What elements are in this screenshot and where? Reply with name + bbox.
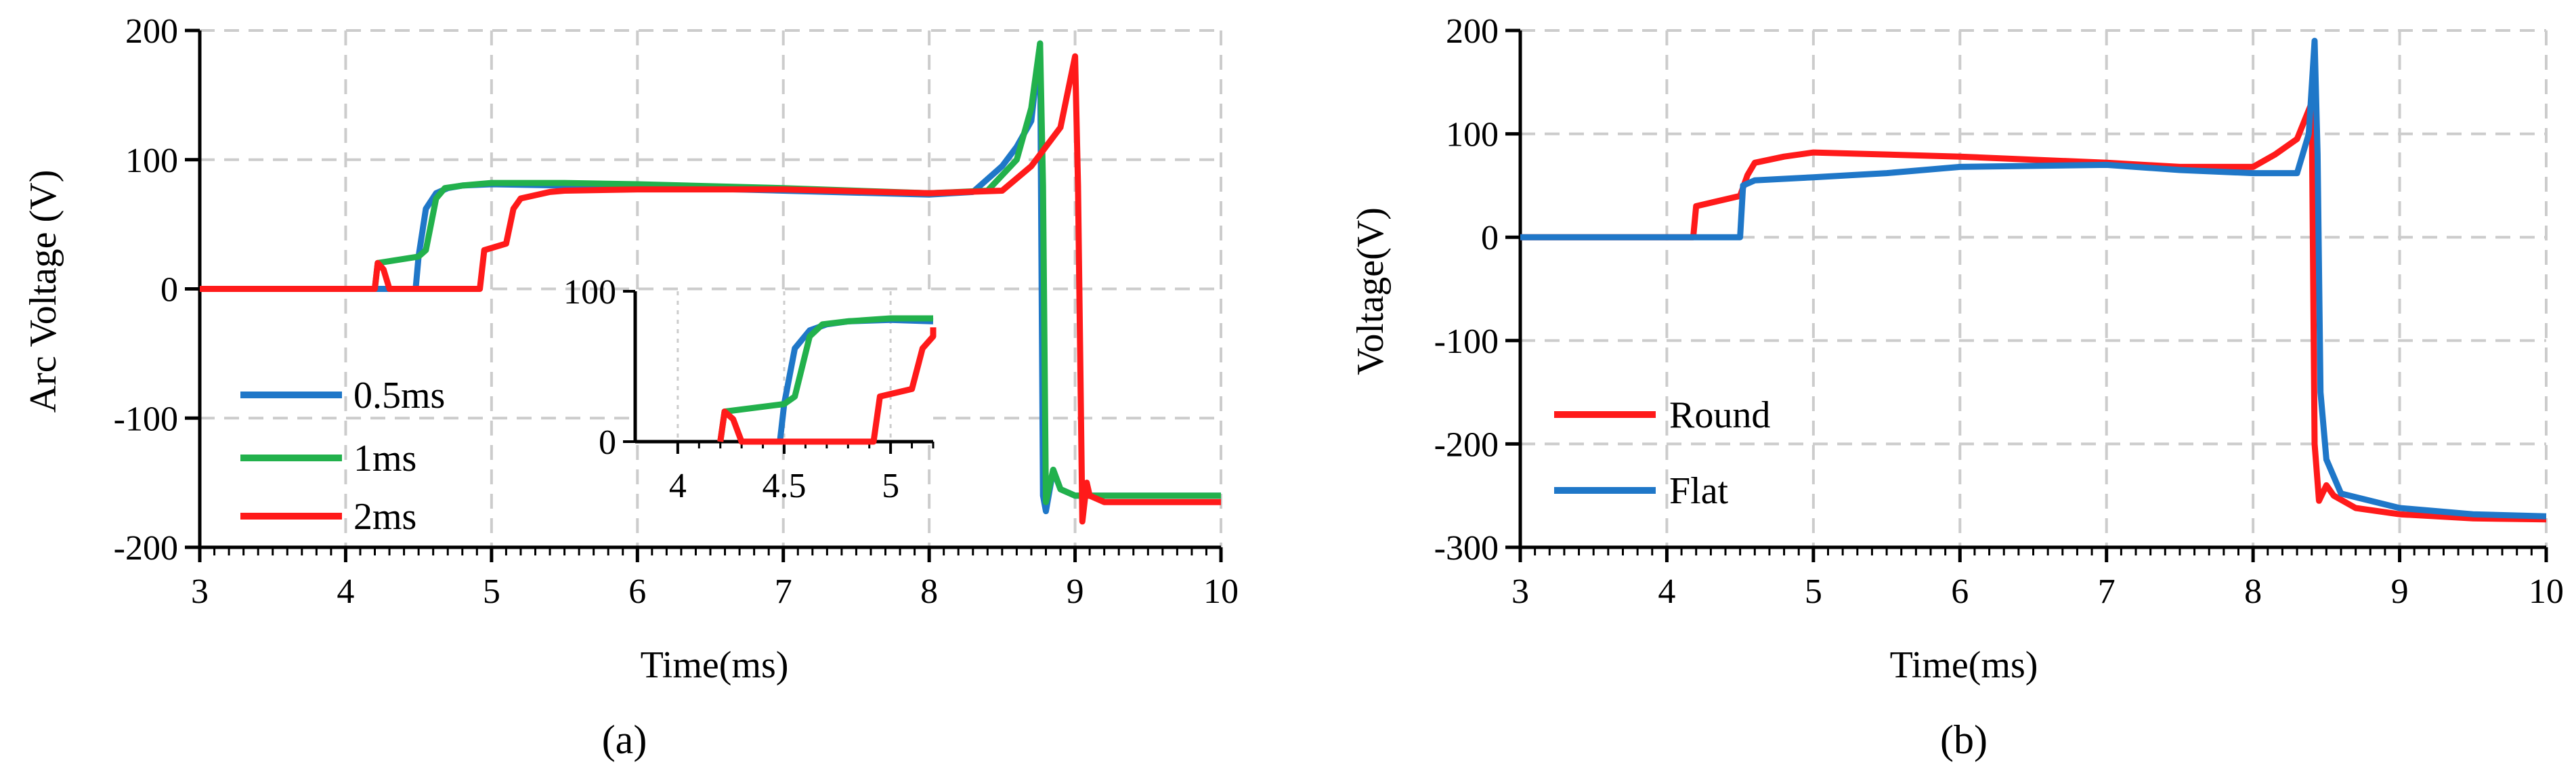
legend-label-0-5ms: 0.5ms bbox=[353, 375, 445, 417]
y-tick-label-a--100: -100 bbox=[114, 400, 178, 438]
chart-panel-a: 3 4 5 6 7 8 9 10 -200 -100 0 100 200 4 4.5 5 0 100 0.5ms… bbox=[22, 12, 1239, 762]
y-tick-label-b-200: 200 bbox=[1446, 12, 1499, 51]
legend-entry-flat: Flat bbox=[1554, 470, 1729, 512]
series-group-a bbox=[200, 40, 1221, 525]
x-tick-label-a-4: 4 bbox=[337, 572, 354, 611]
legend-entry-round: Round bbox=[1554, 394, 1770, 436]
x-tick-label-a-6: 6 bbox=[628, 572, 646, 611]
series-group-b bbox=[1520, 37, 2547, 523]
x-tick-label-b-5: 5 bbox=[1805, 572, 1822, 611]
series-line-flat-b bbox=[1520, 37, 2547, 520]
x-tick-label-a-3: 3 bbox=[191, 572, 209, 611]
x-tick-label-a-10: 10 bbox=[1203, 572, 1239, 611]
y-axis-title-a: Arc Voltage (V) bbox=[22, 170, 64, 413]
legend-entry-1ms: 1ms bbox=[240, 438, 416, 480]
x-tick-label-b-10: 10 bbox=[2529, 572, 2564, 611]
inset-x-tick-label-4-5: 4.5 bbox=[763, 467, 807, 505]
x-axis-title-a: Time(ms) bbox=[641, 644, 789, 686]
axes-b: 3 4 5 6 7 8 9 10 -300 -200 -100 0 100 200 bbox=[1434, 12, 2564, 611]
x-tick-label-a-7: 7 bbox=[775, 572, 792, 611]
panel-label-b: (b) bbox=[1940, 717, 1988, 762]
legend-label-round: Round bbox=[1669, 394, 1770, 436]
x-tick-label-b-3: 3 bbox=[1511, 572, 1529, 611]
y-tick-label-a-100: 100 bbox=[125, 142, 178, 180]
y-tick-label-a--200: -200 bbox=[114, 529, 178, 568]
y-tick-label-a-200: 200 bbox=[125, 12, 178, 51]
inset-y-tick-label-100: 100 bbox=[563, 273, 616, 312]
legend-b: Round Flat bbox=[1554, 394, 1770, 512]
y-tick-label-b-100: 100 bbox=[1446, 116, 1499, 154]
x-tick-label-b-4: 4 bbox=[1658, 572, 1675, 611]
y-tick-label-a-0: 0 bbox=[160, 271, 178, 310]
x-tick-label-a-8: 8 bbox=[920, 572, 938, 611]
inset-x-tick-label-4: 4 bbox=[669, 467, 687, 505]
series-line-round-b bbox=[1520, 100, 2547, 523]
series-line-2ms-a bbox=[200, 53, 1221, 525]
x-tick-label-b-6: 6 bbox=[1951, 572, 1969, 611]
legend-entry-0-5ms: 0.5ms bbox=[240, 375, 445, 417]
x-tick-label-b-8: 8 bbox=[2244, 572, 2262, 611]
inset-series-line-1ms bbox=[717, 315, 933, 442]
axes-a: 3 4 5 6 7 8 9 10 -200 -100 0 100 200 bbox=[114, 12, 1239, 611]
grid-b bbox=[1520, 29, 2548, 547]
legend-a: 0.5ms 1ms 2ms bbox=[240, 375, 445, 538]
inset-x-tick-label-5: 5 bbox=[882, 467, 899, 505]
inset-y-tick-label-0: 0 bbox=[599, 423, 616, 462]
x-axis-title-b: Time(ms) bbox=[1890, 644, 2038, 686]
x-tick-label-a-5: 5 bbox=[483, 572, 500, 611]
legend-entry-2ms: 2ms bbox=[240, 496, 416, 538]
y-tick-label-b--300: -300 bbox=[1434, 529, 1499, 568]
x-tick-label-b-9: 9 bbox=[2391, 572, 2409, 611]
legend-label-2ms: 2ms bbox=[353, 496, 416, 538]
inset-chart-a: 4 4.5 5 0 100 bbox=[563, 273, 937, 505]
y-axis-title-b: Voltage(V) bbox=[1350, 207, 1392, 375]
x-tick-label-b-7: 7 bbox=[2098, 572, 2116, 611]
y-tick-label-b--200: -200 bbox=[1434, 425, 1499, 464]
inset-series-line-2ms bbox=[717, 326, 937, 445]
x-tick-label-a-9: 9 bbox=[1067, 572, 1084, 611]
panel-label-a: (a) bbox=[602, 717, 647, 762]
y-tick-label-b--100: -100 bbox=[1434, 322, 1499, 361]
legend-label-flat: Flat bbox=[1669, 470, 1729, 512]
y-tick-label-b-0: 0 bbox=[1481, 219, 1499, 257]
legend-label-1ms: 1ms bbox=[353, 438, 416, 480]
